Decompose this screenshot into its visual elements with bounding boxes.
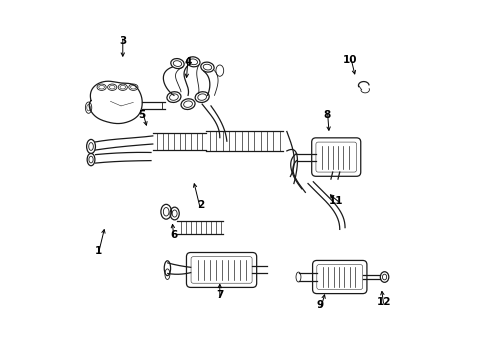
Text: 4: 4 [184,57,191,67]
Text: 7: 7 [216,290,223,300]
Text: 5: 5 [138,110,145,120]
Text: 11: 11 [328,196,343,206]
Text: 6: 6 [170,230,177,240]
Text: 12: 12 [376,297,390,307]
Text: 10: 10 [343,55,357,65]
Text: 1: 1 [94,246,102,256]
Text: 2: 2 [196,200,203,210]
Text: 8: 8 [323,110,330,120]
Text: 9: 9 [316,300,323,310]
Text: 3: 3 [119,36,126,46]
